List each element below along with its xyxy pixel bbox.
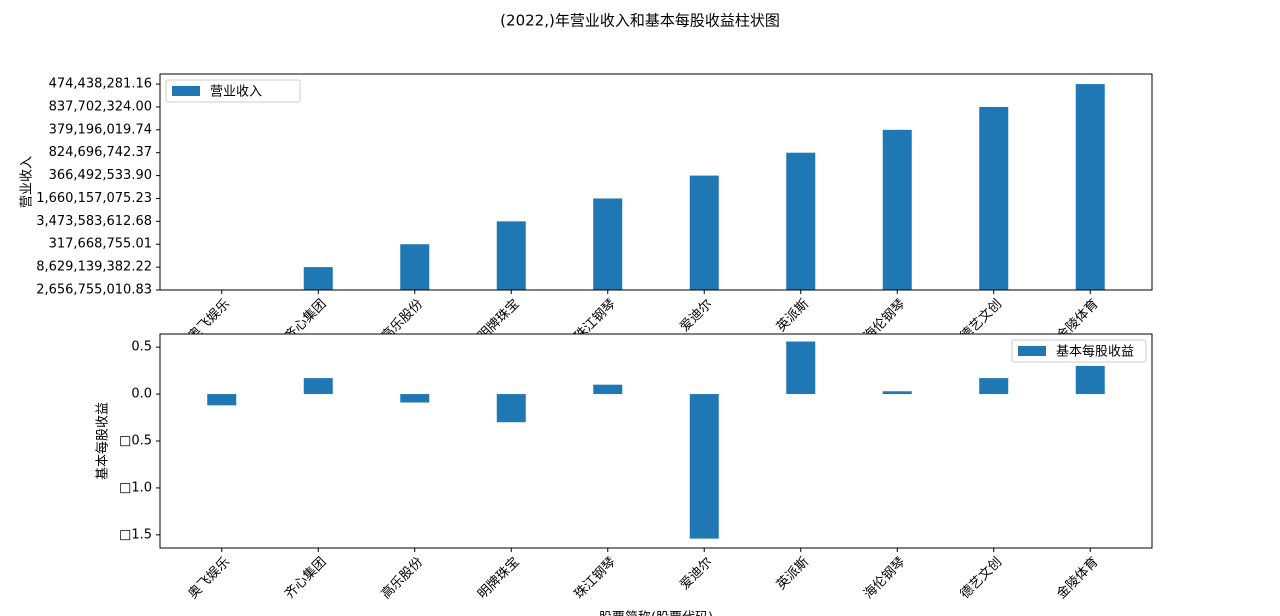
x-tick-label: 爱迪尔 [677, 555, 715, 593]
y-tick-label: 3,473,583,612.68 [36, 214, 152, 229]
bar [207, 394, 237, 406]
y-tick-label: 2,656,755,010.83 [36, 283, 152, 298]
bar [689, 175, 719, 290]
legend-box [165, 79, 301, 103]
legend-label: 营业收入 [210, 85, 262, 100]
legend-swatch [1018, 346, 1046, 356]
bar [1075, 84, 1105, 290]
bar [496, 221, 526, 290]
bar [400, 244, 430, 290]
chart-title: (2022,)年营业收入和基本每股收益柱状图 [500, 12, 780, 30]
x-tick-label: 爱迪尔 [677, 297, 715, 335]
bar [786, 152, 816, 290]
x-tick-label: 海伦钢琴 [861, 555, 908, 602]
bar [303, 378, 333, 395]
bar [689, 394, 719, 539]
y-tick-label: 0.5 [131, 340, 152, 355]
bar [593, 198, 623, 290]
bar [882, 129, 912, 290]
bar [979, 106, 1009, 290]
bar [593, 384, 623, 395]
x-tick-label: 英派斯 [774, 555, 812, 593]
y-tick-label: 8,629,139,382.22 [36, 260, 152, 275]
y-tick-label: 474,438,281.16 [49, 77, 152, 92]
bar [1075, 365, 1105, 395]
x-tick-label: 珠江钢琴 [572, 555, 619, 602]
y-tick-label: 1,660,157,075.23 [36, 191, 152, 206]
x-tick-label: 明牌珠宝 [474, 554, 522, 602]
x-tick-label: 金陵体育 [1053, 554, 1101, 602]
y-tick-label: □0.5 [119, 434, 152, 449]
axes-frame [159, 73, 1153, 291]
y-tick-label: □1.5 [119, 527, 152, 542]
bar [303, 267, 333, 290]
x-tick-label: 高乐股份 [378, 554, 426, 602]
bar [786, 341, 816, 395]
x-tick-label: 齐心集团 [281, 554, 329, 602]
y-tick-label: 824,696,742.37 [49, 145, 152, 160]
y-tick-label: □1.0 [119, 480, 152, 495]
y-axis-label: 营业收入 [20, 156, 35, 208]
bar [882, 391, 912, 395]
plot-area [160, 334, 1152, 548]
legend-box [1011, 339, 1147, 363]
bar [496, 394, 526, 423]
bar [400, 394, 430, 403]
legend-label: 基本每股收益 [1056, 344, 1134, 360]
y-tick-label: 0.0 [131, 387, 152, 402]
x-axis-label: 股票简称(股票代码) [599, 610, 713, 616]
y-tick-label: 366,492,533.90 [49, 168, 152, 183]
y-tick-label: 837,702,324.00 [49, 99, 152, 114]
legend-swatch [172, 86, 200, 96]
y-tick-label: 379,196,019.74 [49, 122, 152, 137]
x-tick-label: 德艺文创 [958, 555, 1005, 602]
x-tick-label: 英派斯 [774, 297, 812, 335]
y-tick-label: 317,668,755.01 [49, 237, 152, 252]
bar [979, 378, 1009, 395]
x-tick-label: 奥飞娱乐 [186, 555, 233, 602]
y-axis-label: 基本每股收益 [95, 402, 111, 480]
